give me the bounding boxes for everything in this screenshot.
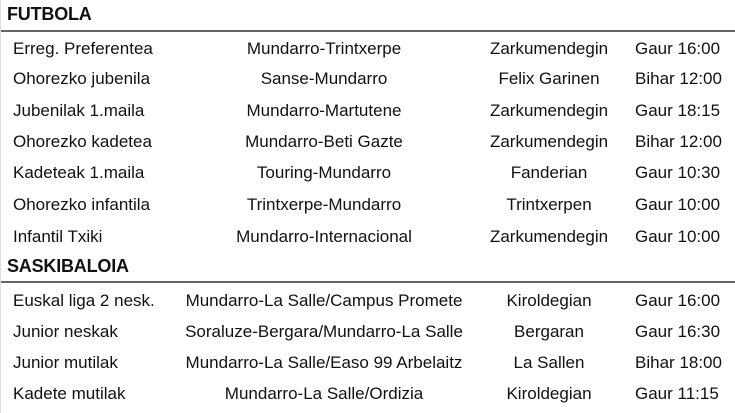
venue-cell: Kiroldegian <box>506 384 592 403</box>
venue-cell: Kiroldegian <box>506 291 592 310</box>
time-cell: Bihar 18:00 <box>635 353 722 372</box>
table-row: Junior mutilak Mundarro-La Salle/Easo 99 … <box>1 347 735 378</box>
table-row: Ohorezko infantila Trintxerpe-Mundarro Tri… <box>1 189 735 220</box>
venue-cell: Zarkumendegin <box>489 101 609 120</box>
category-cell: Infantil Txiki <box>13 227 103 246</box>
match-cell: Trintxerpe-Mundarro <box>246 195 402 214</box>
time-cell: Bihar 12:00 <box>635 69 722 88</box>
time-cell: Gaur 11:15 <box>635 384 719 403</box>
time-cell: Gaur 10:30 <box>635 163 721 182</box>
table-row: Infantil Txiki Mundarro-Internacional Zark… <box>1 221 735 252</box>
venue-cell: Bergaran <box>514 322 584 341</box>
venue-cell: Zarkumendegin <box>489 132 609 151</box>
table-row: Jubenilak 1.maila Mundarro-Martutene Zarku… <box>1 95 735 126</box>
table-row: Kadeteak 1.maila Touring-Mundarro Fanderia… <box>1 157 735 188</box>
category-cell: Kadeteak 1.maila <box>13 163 145 182</box>
time-cell: Gaur 16:00 <box>635 39 721 58</box>
table-row: Erreg. Preferentea Mundarro-Trintxerpe Zar… <box>1 33 735 64</box>
section-title: FUTBOLA <box>7 4 92 24</box>
time-cell: Gaur 16:00 <box>635 291 721 310</box>
match-cell: Mundarro-La Salle/Ordizia <box>224 384 424 403</box>
category-cell: Junior neskak <box>13 322 118 341</box>
category-cell: Ohorezko infantila <box>13 195 151 214</box>
category-cell: Erreg. Preferentea <box>13 39 153 58</box>
section-title: SASKIBALOIA <box>7 256 129 276</box>
category-cell: Ohorezko jubenila <box>13 69 151 88</box>
match-cell: Mundarro-Trintxerpe <box>246 39 402 58</box>
time-cell: Gaur 16:30 <box>635 322 721 341</box>
time-cell: Gaur 10:00 <box>635 227 721 246</box>
table-row: Kadete mutilak Mundarro-La Salle/Ordizia K… <box>1 378 735 409</box>
match-cell: Mundarro-La Salle/Easo 99 Arbelaitz <box>185 353 463 372</box>
category-cell: Jubenilak 1.maila <box>13 101 145 120</box>
match-cell: Touring-Mundarro <box>256 163 392 182</box>
category-cell: Euskal liga 2 nesk. <box>13 291 155 310</box>
table-row: Ohorezko jubenila Sanse-Mundarro Felix Gar… <box>1 63 735 94</box>
table-row: Euskal liga 2 nesk. Mundarro-La Salle/Cam… <box>1 285 735 316</box>
match-cell: Soraluze-Bergara/Mundarro-La Salle <box>185 322 463 341</box>
match-cell: Mundarro-Internacional <box>236 227 412 246</box>
category-cell: Kadete mutilak <box>13 384 126 403</box>
section-divider <box>1 281 735 283</box>
match-cell: Mundarro-Beti Gazte <box>245 132 403 151</box>
match-cell: Mundarro-La Salle/Campus Promete <box>185 291 463 310</box>
time-cell: Gaur 10:00 <box>635 195 721 214</box>
venue-cell: Felix Garinen <box>498 69 600 88</box>
venue-cell: Trintxerpen <box>506 195 592 214</box>
venue-cell: La Sallen <box>513 353 585 372</box>
match-cell: Mundarro-Martutene <box>246 101 402 120</box>
category-cell: Junior mutilak <box>13 353 118 372</box>
venue-cell: Fanderian <box>510 163 588 182</box>
venue-cell: Zarkumendegin <box>489 39 609 58</box>
category-cell: Ohorezko kadetea <box>13 132 152 151</box>
time-cell: Gaur 18:15 <box>635 101 721 120</box>
table-row: Ohorezko kadetea Mundarro-Beti Gazte Zarku… <box>1 126 735 157</box>
match-cell: Sanse-Mundarro <box>260 69 388 88</box>
time-cell: Bihar 12:00 <box>635 132 722 151</box>
table-row: Junior neskak Soraluze-Bergara/Mundarro-L… <box>1 316 735 347</box>
venue-cell: Zarkumendegin <box>489 227 609 246</box>
section-divider <box>1 30 735 32</box>
